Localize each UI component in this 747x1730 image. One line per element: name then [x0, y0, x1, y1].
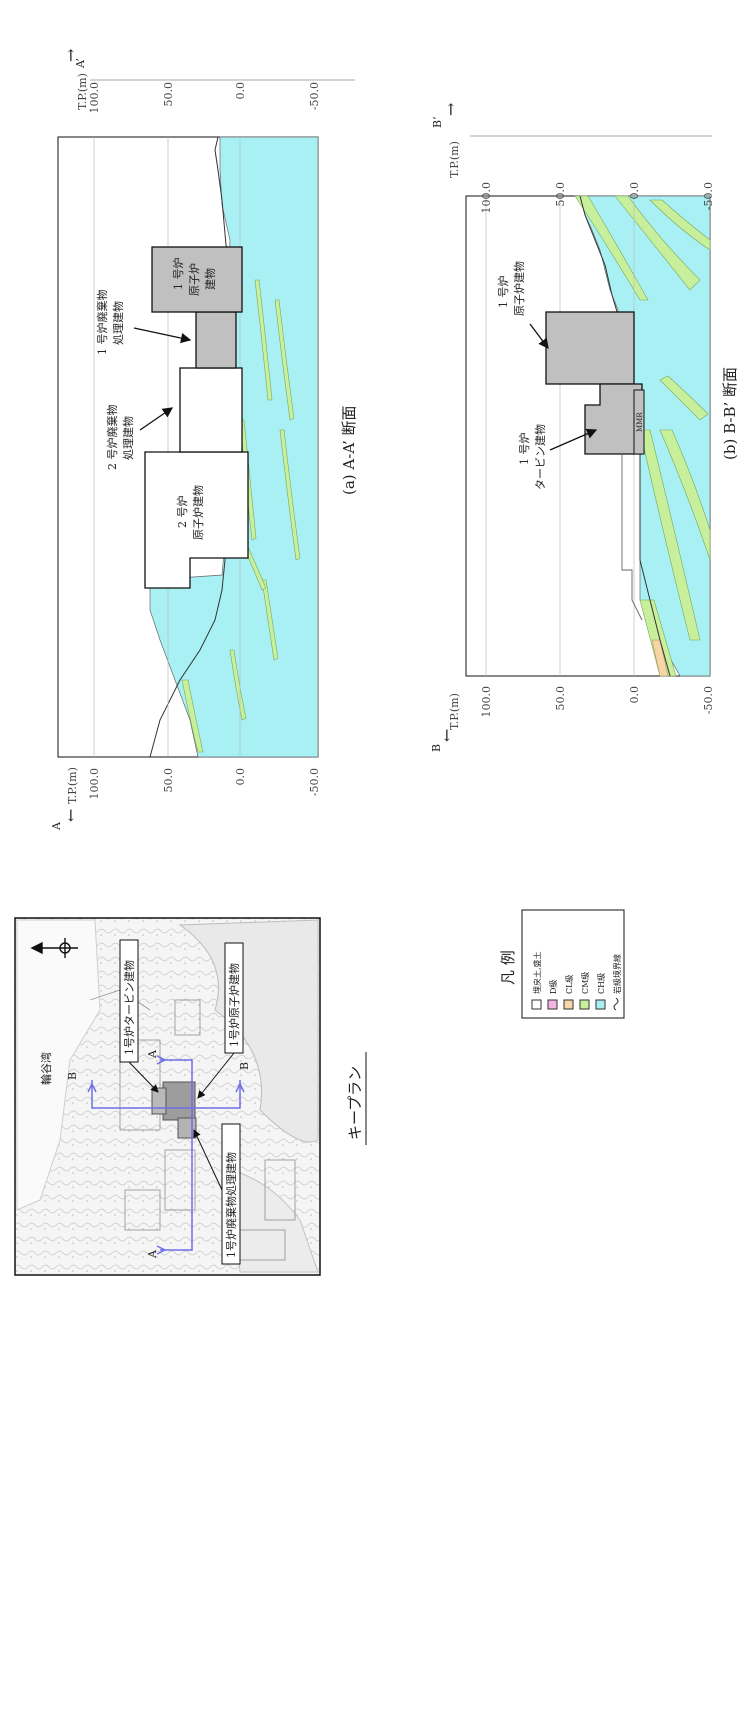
section-a-top-tick-label: -50.0 — [308, 82, 321, 110]
section-a-bottom-arrow: ← — [61, 809, 80, 822]
section-b: B’ → T.P.(m) MMR 1 号炉 原子炉建物 — [430, 103, 715, 752]
legend-item-label: D級 — [548, 980, 558, 994]
keyplan-mark-b-left: B — [66, 1072, 79, 1080]
keyplan-terrain-2 — [229, 1169, 319, 1273]
section-b-bedrock-cm — [574, 195, 711, 677]
legend-title: 凡 例 — [499, 950, 517, 985]
section-b-label-unit1-reactor-2: 原子炉建物 — [512, 261, 526, 316]
keyplan-label-reactor: 1号炉原子炉建物 — [227, 963, 241, 1047]
legend-swatch — [531, 999, 542, 1010]
section-b-end-label: B’ — [431, 116, 444, 128]
section-b-unit-top: T.P.(m) — [448, 141, 461, 178]
keyplan-sea — [16, 919, 101, 1211]
keyplan-sea-text: 輪谷湾 — [39, 1052, 53, 1085]
section-b-label-unit1-reactor-1: 1 号炉 — [497, 276, 510, 309]
section-a-label-unit2-reactor-2: 原子炉建物 — [191, 485, 205, 540]
section-b-bedrock-cl — [651, 639, 669, 677]
section-b-foundation-outline — [621, 455, 643, 621]
section-a-start-label: A — [50, 821, 63, 831]
section-b-label-unit1-turbine-2: タービン建物 — [533, 424, 547, 490]
section-a-label-unit1-reactor-3: 建物 — [203, 268, 217, 290]
keyplan-unit1-turbine — [151, 1087, 167, 1115]
section-a-label-unit1-reactor-2: 原子炉 — [188, 263, 201, 296]
section-a-label-unit1-waste-1: 1 号炉廃棄物 — [95, 290, 109, 356]
legend-item-label: CH級 — [596, 973, 606, 994]
section-b-unit-bottom: T.P.(m) — [448, 693, 461, 730]
section-b-bottom-tick-label: 0.0 — [628, 686, 641, 704]
keyplan-facilities — [89, 989, 296, 1261]
section-a-label-unit1-reactor-1: 1 号炉 — [172, 258, 185, 291]
section-a: A’ T.P.(m) → 2 号炉 原子炉建物 — [50, 49, 355, 831]
section-b-top-tick-label: 50.0 — [554, 182, 567, 207]
section-b-bottom-tick-label: 100.0 — [480, 686, 493, 718]
section-a-unit2-waste — [179, 367, 243, 453]
section-b-mmr — [633, 389, 645, 455]
section-a-label-unit2-reactor-1: 2 号炉 — [176, 496, 189, 529]
legend-item-label: CL級 — [564, 975, 574, 994]
keyplan-mark-a-top: A — [146, 1049, 159, 1059]
section-b-top-arrow: → — [441, 103, 460, 116]
section-a-unit1-waste — [195, 311, 237, 369]
keyplan-caption: キープラン — [346, 1066, 364, 1140]
keyplan-mark-b-right: B — [238, 1062, 251, 1070]
section-a-unit1-reactor — [151, 246, 243, 313]
legend-swatch — [563, 999, 574, 1010]
keyplan-label-waste: 1号炉廃棄物処理建物 — [224, 1152, 238, 1258]
section-b-caption: (b) B-B’ 断面 — [721, 367, 739, 460]
keyplan-unit1-waste — [177, 1117, 197, 1139]
legend-item-label: 埋戻土,盛土 — [532, 951, 542, 994]
keyplan-label-box-waste — [221, 1123, 241, 1265]
section-a-label-unit2-waste-2: 処理建物 — [121, 416, 135, 460]
keyplan-terrain — [178, 919, 319, 1143]
section-a-top-tick-label: 100.0 — [88, 82, 101, 114]
section-b-bottom-arrow: ← — [437, 729, 456, 742]
section-b-top-tick-label: 0.0 — [628, 182, 641, 200]
section-b-bottom-tick-label: -50.0 — [702, 686, 715, 714]
keyplan-mark-a-bottom: A — [146, 1249, 159, 1259]
section-a-bottom-tick-label: -50.0 — [308, 768, 321, 796]
keyplan: 輪谷湾 A A B B 1号炉タービン建物 — [14, 917, 321, 1276]
keyplan-label-turbine: 1号炉タービン建物 — [122, 960, 136, 1055]
section-b-bottom-tick-label: 50.0 — [554, 686, 567, 711]
section-a-top-tick-label: 0.0 — [234, 82, 247, 100]
legend-swatch — [595, 999, 606, 1010]
section-a-label-unit1-waste-2: 処理建物 — [111, 301, 125, 345]
legend-item-label: 岩級境界線 — [612, 954, 622, 994]
legend-boundary-line-icon — [613, 997, 619, 1011]
section-a-top-arrow: → — [61, 49, 80, 62]
section-b-top-tick-label: -50.0 — [702, 182, 715, 210]
north-arrow-icon — [30, 938, 78, 958]
legend-item-label: CM級 — [580, 972, 590, 994]
section-a-unit-bottom: T.P.(m) — [66, 767, 79, 804]
section-a-bottom-tick-label: 50.0 — [162, 768, 175, 793]
section-a-unit-top: T.P.(m) — [76, 73, 89, 110]
legend-swatch — [579, 999, 590, 1010]
section-a-caption: (a) A-A’ 断面 — [340, 406, 358, 495]
section-b-start-label: B — [430, 744, 443, 752]
section-a-bottom-tick-label: 0.0 — [234, 768, 247, 786]
keyplan-unit1-reactor — [162, 1081, 196, 1121]
section-a-top-tick-label: 50.0 — [162, 82, 175, 107]
section-b-mmr-label: MMR — [636, 412, 644, 432]
legend-swatch — [547, 999, 558, 1010]
section-a-bottom-tick-label: 100.0 — [88, 768, 101, 800]
section-a-unit2-reactor — [144, 451, 249, 589]
section-b-unit1-turbine — [584, 383, 643, 455]
legend: 凡 例 埋戻土,盛土 D級 CL級 CM級 CH級 岩級境界線 — [499, 909, 625, 1019]
section-b-unit1-reactor — [545, 311, 635, 385]
keyplan-section-lines — [91, 1059, 241, 1251]
section-a-label-unit2-waste-1: 2 号炉廃棄物 — [105, 405, 119, 471]
section-b-label-unit1-turbine-1: 1 号炉 — [518, 433, 531, 466]
section-b-top-tick-label: 100.0 — [480, 182, 493, 214]
section-a-end-label: A’ — [74, 58, 87, 69]
